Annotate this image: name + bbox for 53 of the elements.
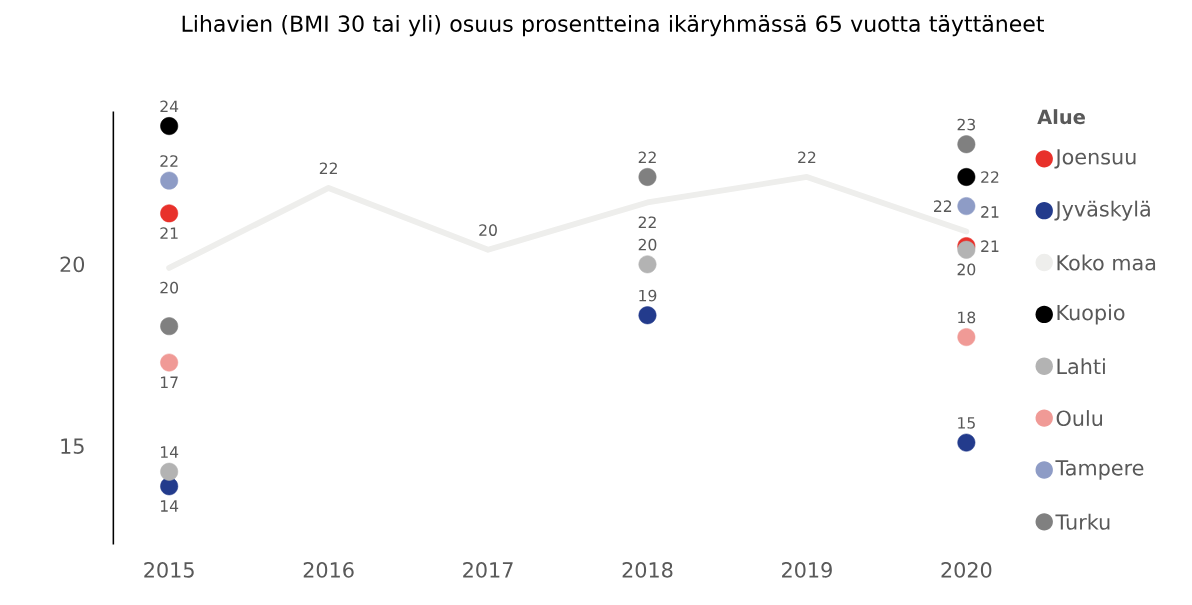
point xyxy=(160,117,179,136)
point xyxy=(160,317,179,336)
legend-label: Tampere xyxy=(1055,460,1144,480)
data-label: 17 xyxy=(160,376,178,389)
data-label: 24 xyxy=(160,100,179,113)
legend-label: Joensuu xyxy=(1054,149,1136,169)
point xyxy=(160,477,179,496)
point xyxy=(638,255,657,274)
data-label: 22 xyxy=(981,171,999,183)
legend-label: Jyväskylä xyxy=(1054,200,1150,221)
data-label: 21 xyxy=(981,240,999,252)
data-label: 20 xyxy=(160,281,179,294)
data-label: 19 xyxy=(639,289,657,302)
data-label: 23 xyxy=(957,118,975,131)
data-label: 22 xyxy=(638,151,656,164)
legend-label: Turku xyxy=(1055,513,1110,530)
data-label: 20 xyxy=(638,238,657,251)
legend-label: Oulu xyxy=(1056,410,1102,427)
point xyxy=(957,168,976,187)
point xyxy=(957,197,976,216)
legend-title: Alue xyxy=(1037,109,1085,125)
x-tick-label: 2017 xyxy=(463,562,513,578)
data-label: 21 xyxy=(160,227,178,239)
data-label: 22 xyxy=(319,162,337,175)
data-label: 21 xyxy=(981,206,999,218)
legend-label: Kuopio xyxy=(1057,304,1125,325)
point xyxy=(160,353,179,372)
point xyxy=(638,306,657,325)
x-tick-label: 2018 xyxy=(622,562,673,578)
chart-title: Lihavien (BMI 30 tai yli) osuus prosentteina ikäryhmässä 65 vuotta täyttäneet xyxy=(182,15,1044,37)
point xyxy=(638,168,657,187)
legend-label: Koko maa xyxy=(1057,254,1156,271)
point xyxy=(957,328,976,347)
x-tick-label: 2016 xyxy=(303,562,354,578)
data-label: 22 xyxy=(798,151,816,164)
data-label: 20 xyxy=(957,263,976,276)
point xyxy=(160,171,179,190)
point xyxy=(957,135,976,154)
data-label: 18 xyxy=(958,311,976,324)
point xyxy=(160,462,179,481)
point xyxy=(957,433,976,452)
data-label: 14 xyxy=(160,500,179,512)
x-tick-label: 2020 xyxy=(941,562,992,578)
point xyxy=(160,204,179,223)
data-label: 20 xyxy=(479,224,497,237)
data-label: 22 xyxy=(934,200,952,212)
data-label: 14 xyxy=(160,446,179,458)
data-label: 15 xyxy=(958,417,975,429)
legend-label: Lahti xyxy=(1057,358,1105,375)
data-label: 22 xyxy=(638,216,656,229)
data-label: 22 xyxy=(160,155,178,167)
x-tick-label: 2019 xyxy=(782,562,832,578)
x-tick-label: 2015 xyxy=(144,562,194,578)
